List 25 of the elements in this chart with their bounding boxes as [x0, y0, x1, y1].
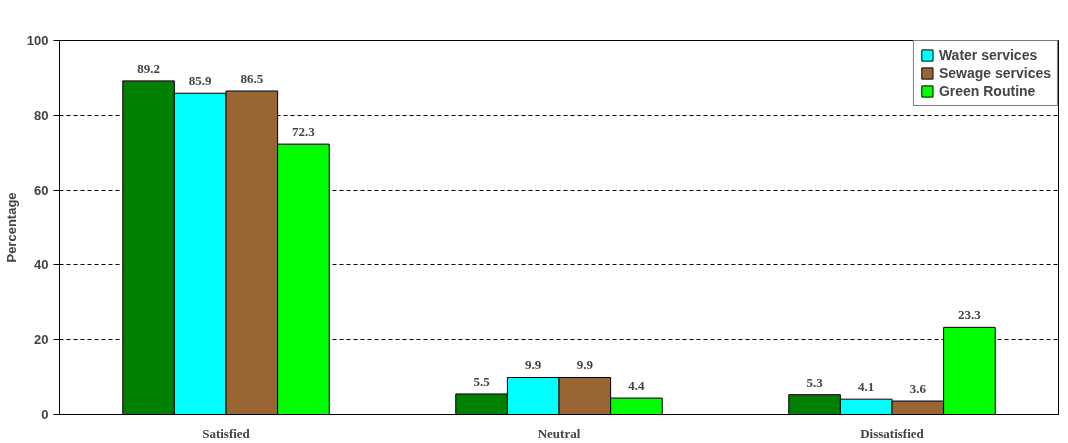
x-tick-label: Neutral	[537, 425, 581, 441]
y-tick-label: 40	[34, 257, 49, 273]
data-label: 4.4	[628, 378, 646, 394]
y-tick-label: 60	[34, 182, 49, 198]
data-label: 72.3	[292, 124, 316, 140]
data-label: 9.9	[576, 357, 594, 373]
data-label: 86.5	[240, 70, 264, 86]
legend-label: Sewage services	[938, 65, 1051, 81]
data-label: 85.9	[188, 73, 213, 89]
y-axis-title: Percentage	[3, 192, 19, 263]
y-tick-label: 80	[34, 107, 49, 123]
x-tick-label: Satisfied	[202, 425, 251, 441]
y-tick-label: 0	[41, 407, 49, 422]
y-tick-label: 20	[34, 332, 49, 348]
data-label: 23.3	[958, 307, 982, 323]
data-label: 4.1	[858, 379, 875, 395]
data-label: 9.9	[525, 357, 542, 373]
data-label: 5.3	[806, 374, 824, 390]
data-label: 89.2	[137, 60, 160, 76]
y-tick-label: 100	[26, 33, 49, 48]
x-tick-label: Dissatisfied	[860, 425, 925, 441]
data-label: 5.5	[473, 373, 491, 389]
data-label: 3.6	[909, 381, 927, 397]
legend-label: Water services	[938, 47, 1038, 63]
legend-label: Green Routine	[938, 83, 1036, 99]
